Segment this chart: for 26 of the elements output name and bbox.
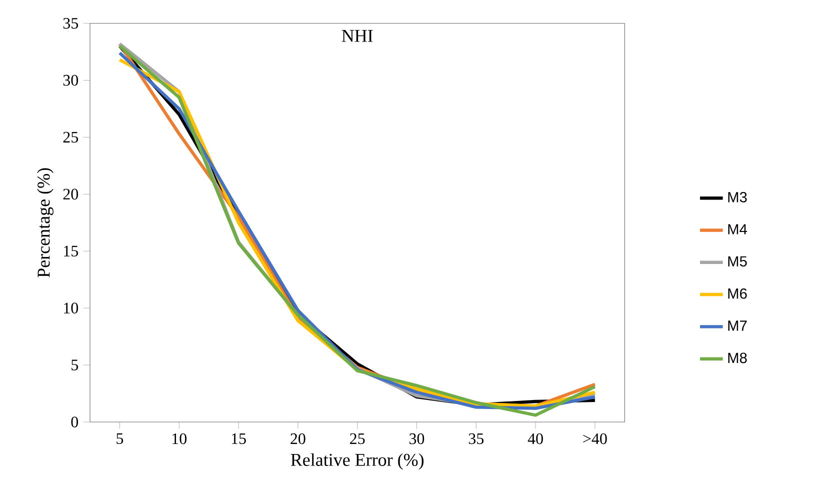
x-axis-title: Relative Error (%)	[290, 453, 424, 470]
legend-label: M5	[728, 256, 747, 267]
legend-label: M3	[728, 192, 747, 202]
y-tick-label: 10	[64, 302, 78, 314]
x-tick-label: 10	[172, 433, 186, 444]
x-tick-label: 20	[290, 433, 306, 444]
legend-label: M8	[728, 352, 747, 364]
y-tick-label: 30	[63, 74, 78, 86]
y-tick-label: 35	[63, 18, 78, 29]
y-tick-label: 15	[64, 246, 78, 256]
chart-title: NHI	[342, 30, 373, 42]
x-tick-label: 40	[528, 433, 543, 444]
x-tick-label: 25	[350, 433, 365, 444]
y-tick-label: 0	[71, 416, 78, 428]
legend-label: M6	[728, 288, 747, 299]
y-axis-title: Percentage (%)	[37, 168, 54, 278]
y-tick-label: 5	[72, 360, 78, 370]
y-tick-label: 25	[63, 132, 78, 143]
x-tick-label: 30	[410, 433, 424, 444]
x-tick-label: >40	[583, 433, 607, 444]
y-tick-label: 20	[63, 188, 78, 200]
x-tick-label: 5	[116, 433, 124, 444]
legend-label: M4	[728, 224, 747, 234]
x-tick-label: 15	[232, 433, 246, 444]
x-tick-label: 35	[468, 433, 484, 444]
legend-label: M7	[728, 320, 747, 331]
